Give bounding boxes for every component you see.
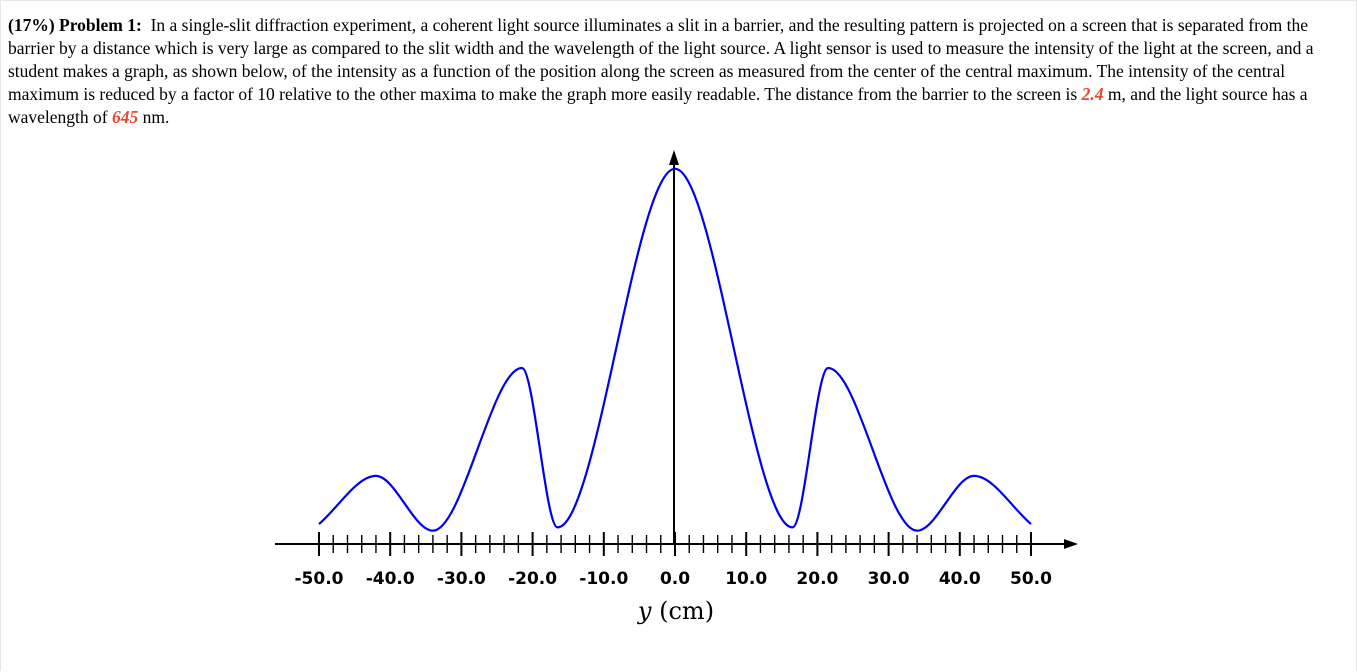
x-axis-unit: (cm) xyxy=(659,597,714,625)
x-tick-label: 20.0 xyxy=(796,569,838,589)
x-tick-label: -20.0 xyxy=(508,569,557,589)
x-tick-label: 50.0 xyxy=(1010,569,1052,589)
problem-statement: (17%) Problem 1: In a single-slit diffra… xyxy=(8,14,1348,129)
x-tick-label: 40.0 xyxy=(939,569,981,589)
x-tick-label: -40.0 xyxy=(366,569,415,589)
distance-value: 2.4 xyxy=(1081,84,1104,104)
y-axis-arrow xyxy=(669,150,679,165)
x-tick-label: -30.0 xyxy=(437,569,486,589)
x-axis-tick-labels: -50.0 -40.0 -30.0 -20.0 -10.0 0.0 10.0 20.0 30.0… xyxy=(295,569,1053,589)
intensity-curve xyxy=(318,167,1032,532)
x-axis-title: y (cm) xyxy=(637,597,714,625)
problem-text-intro: In a single-slit diffraction experiment,… xyxy=(8,15,1314,104)
problem-label: Problem 1: xyxy=(59,15,142,35)
x-axis-arrow xyxy=(1064,539,1078,549)
x-tick-label: -50.0 xyxy=(295,569,344,589)
problem-weight: (17%) xyxy=(8,15,55,35)
x-axis-ticks xyxy=(318,532,1032,556)
wavelength-value: 645 xyxy=(112,107,139,127)
problem-text-end: nm. xyxy=(142,107,170,127)
x-tick-label: 30.0 xyxy=(868,569,910,589)
x-tick-label: -10.0 xyxy=(579,569,628,589)
problem-text-middle: m, and the light source has a wavelength… xyxy=(8,84,1308,127)
x-tick-label: 10.0 xyxy=(725,569,767,589)
x-tick-label: 0.0 xyxy=(660,569,690,589)
x-axis-variable: y xyxy=(637,597,652,625)
